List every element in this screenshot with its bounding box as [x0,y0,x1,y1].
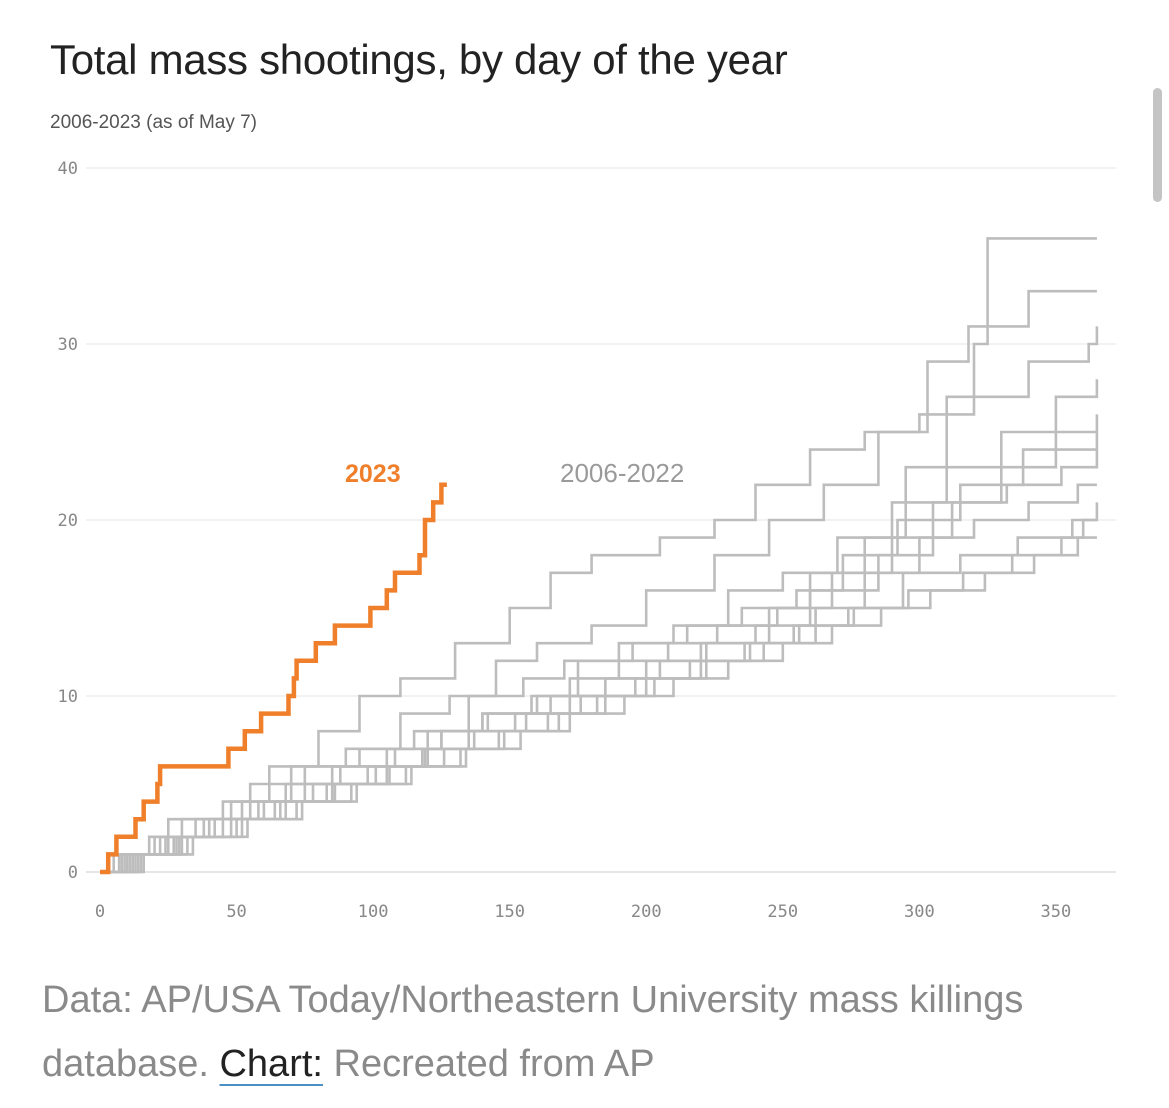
x-tick-label-100: 100 [358,902,389,922]
x-tick-label-150: 150 [494,902,525,922]
x-axis-ticks: 0 50 100 150 200 250 300 350 [95,902,1071,922]
y-tick-label-10: 10 [58,687,78,707]
chart-footer: Data: AP/USA Today/Northeastern Universi… [42,968,1102,1096]
chart-title: Total mass shootings, by day of the year [50,36,788,83]
series-line-history-1 [100,289,1097,874]
y-tick-label-30: 30 [58,335,78,355]
x-tick-label-200: 200 [631,902,662,922]
series-line-history-10 [100,536,1097,874]
scrollbar-thumb[interactable] [1153,88,1162,202]
chart-subtitle: 2006-2023 (as of May 7) [50,112,258,133]
y-tick-label-20: 20 [58,511,78,531]
x-tick-label-250: 250 [767,902,798,922]
x-tick-label-0: 0 [95,902,105,922]
line-chart: 0 10 20 30 40 0 50 100 150 200 250 300 350 2023 200… [58,159,1116,922]
footer-credit: Recreated from AP [333,1043,655,1085]
annotation-2023: 2023 [345,460,401,488]
series-line-2023 [100,482,447,875]
y-tick-label-40: 40 [58,159,78,179]
footer-source: Data: AP/USA Today/Northeastern Universi… [42,979,1024,1085]
y-axis-ticks: 0 10 20 30 40 [58,159,78,883]
x-tick-label-350: 350 [1041,902,1072,922]
annotation-2006-2022: 2006-2022 [560,458,684,488]
chart-credit-link[interactable]: Chart: [219,1043,323,1085]
series-lines [100,237,1099,875]
y-tick-label-0: 0 [68,863,78,883]
x-tick-label-50: 50 [226,902,246,922]
x-tick-label-300: 300 [904,902,935,922]
